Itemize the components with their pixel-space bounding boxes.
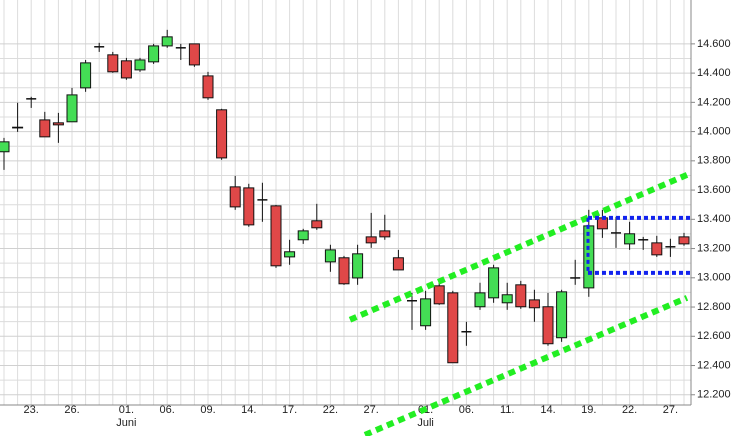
x-tick-label: 09. xyxy=(200,404,215,416)
candle-body xyxy=(447,292,459,364)
trend-line xyxy=(348,172,689,323)
x-tick-label: 22. xyxy=(622,404,637,416)
candle-body xyxy=(501,294,513,304)
candle-body xyxy=(80,62,92,89)
y-tick-label: 13.400 xyxy=(697,213,731,225)
candle-body xyxy=(651,242,663,256)
y-tick-label: 14.600 xyxy=(697,38,731,50)
x-tick-label: 26. xyxy=(64,404,79,416)
trend-line xyxy=(363,295,689,436)
candle-body xyxy=(338,257,350,285)
candle-body xyxy=(474,292,486,308)
y-tick-label: 12.800 xyxy=(697,301,731,313)
candle-body xyxy=(243,187,255,226)
x-tick-label: 17. xyxy=(282,404,297,416)
candle-body xyxy=(556,291,568,339)
y-tick-label: 13.000 xyxy=(697,272,731,284)
y-tick-label: 13.600 xyxy=(697,184,731,196)
y-tick-label: 12.400 xyxy=(697,359,731,371)
x-tick-label: 01. xyxy=(119,404,134,416)
candle-body xyxy=(379,230,391,238)
y-tick-label: 14.000 xyxy=(697,125,731,137)
candle-body xyxy=(270,205,282,267)
month-label: Juli xyxy=(417,417,434,429)
plot-area xyxy=(0,29,690,364)
candle-body xyxy=(324,249,336,263)
x-tick-label: 27. xyxy=(364,404,379,416)
x-tick-label: 14. xyxy=(241,404,256,416)
x-tick-label: 06. xyxy=(160,404,175,416)
candle-body xyxy=(120,60,132,79)
x-tick-label: 22. xyxy=(323,404,338,416)
y-tick-label: 14.200 xyxy=(697,96,731,108)
candle-body xyxy=(52,122,64,126)
y-tick-label: 13.800 xyxy=(697,155,731,167)
x-tick-label: 27. xyxy=(663,404,678,416)
candle-body xyxy=(161,36,173,47)
candle-body xyxy=(216,109,228,159)
candle-body xyxy=(12,126,24,129)
candle-body xyxy=(365,236,377,244)
candle-body xyxy=(188,43,200,66)
candle-body xyxy=(39,119,51,138)
x-tick-label: 06. xyxy=(459,404,474,416)
candle-body xyxy=(420,298,432,327)
candle-body xyxy=(134,59,146,71)
candle-body xyxy=(624,233,636,245)
y-tick-label: 12.600 xyxy=(697,330,731,342)
y-tick-label: 12.200 xyxy=(697,389,731,401)
candle-body xyxy=(488,267,500,299)
candle-body xyxy=(0,141,10,153)
x-tick-label: 23. xyxy=(24,404,39,416)
candle-body xyxy=(66,94,78,123)
candle-body xyxy=(284,251,296,258)
candle-body xyxy=(297,230,309,241)
candle-body xyxy=(515,284,527,308)
x-tick-label: 19. xyxy=(581,404,596,416)
candle-body xyxy=(528,299,540,309)
month-label: Juni xyxy=(116,417,136,429)
x-tick-label: 11. xyxy=(500,404,514,416)
candle-body xyxy=(148,45,160,63)
candle-body xyxy=(678,236,690,245)
candle-body xyxy=(542,306,554,345)
candle-body xyxy=(392,257,404,271)
candle-body xyxy=(433,285,445,305)
y-tick-label: 13.200 xyxy=(697,242,731,254)
y-tick-label: 14.400 xyxy=(697,67,731,79)
candle-body xyxy=(229,186,241,208)
candle-body xyxy=(311,220,323,229)
x-tick-label: 14. xyxy=(540,404,555,416)
candle-body xyxy=(107,54,119,73)
candle-body xyxy=(202,75,214,99)
candle-body xyxy=(352,253,364,279)
